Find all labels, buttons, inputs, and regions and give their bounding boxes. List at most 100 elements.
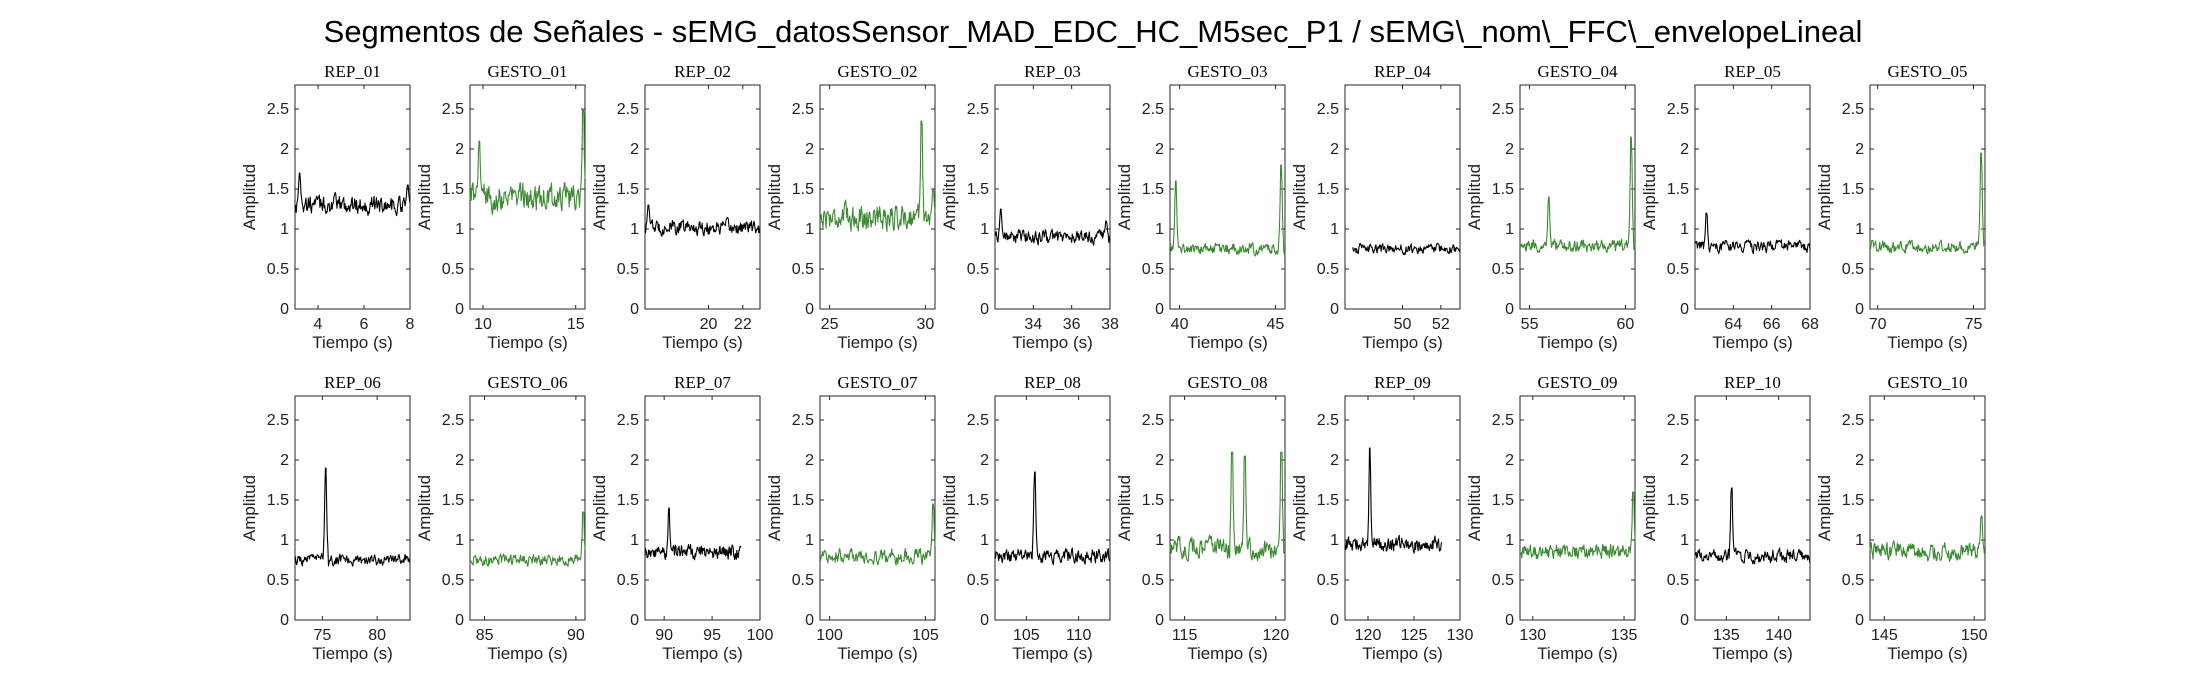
y-tick-label: 1.5 <box>1492 492 1514 509</box>
axes-frame <box>1169 395 1286 621</box>
axes-frame <box>1694 395 1811 621</box>
x-axis-label: Tiempo (s) <box>1187 644 1268 663</box>
signal-trace <box>1519 491 1636 560</box>
y-tick-label: 1.5 <box>1667 181 1689 198</box>
x-tick-label: 25 <box>821 316 839 333</box>
y-axis-label: Amplitud <box>765 164 784 230</box>
y-tick-label: 0 <box>1505 612 1514 629</box>
y-tick-label: 2 <box>1680 141 1689 158</box>
axes-frame <box>644 84 761 310</box>
y-axis-label: Amplitud <box>1290 164 1309 230</box>
y-tick-label: 0.5 <box>792 261 814 278</box>
y-tick-label: 2.5 <box>442 412 464 429</box>
y-tick-label: 2 <box>1155 141 1164 158</box>
y-tick-label: 1.5 <box>967 181 989 198</box>
x-axis-label: Tiempo (s) <box>1187 333 1268 352</box>
y-tick-label: 1 <box>1680 532 1689 549</box>
signal-trace <box>644 204 761 237</box>
subplot-title: REP_05 <box>1724 62 1781 81</box>
y-tick-label: 0.5 <box>1842 261 1864 278</box>
y-tick-label: 0 <box>1855 301 1864 318</box>
y-tick-label: 1 <box>1855 221 1864 238</box>
y-tick-label: 1 <box>980 532 989 549</box>
y-axis-label: Amplitud <box>590 475 609 541</box>
x-tick-label: 130 <box>1447 627 1474 644</box>
subplot-title: REP_07 <box>674 373 731 392</box>
y-tick-label: 1 <box>1855 532 1864 549</box>
x-tick-label: 36 <box>1063 316 1081 333</box>
y-axis-label: Amplitud <box>1290 475 1309 541</box>
y-axis-label: Amplitud <box>1465 164 1484 230</box>
y-tick-label: 0.5 <box>1142 261 1164 278</box>
y-tick-label: 1 <box>455 532 464 549</box>
y-axis-label: Amplitud <box>1115 164 1134 230</box>
y-tick-label: 2 <box>280 452 289 469</box>
y-tick-label: 2.5 <box>792 101 814 118</box>
y-tick-label: 1.5 <box>1492 181 1514 198</box>
y-tick-label: 2 <box>1155 452 1164 469</box>
x-axis-label: Tiempo (s) <box>487 333 568 352</box>
y-tick-label: 1 <box>805 221 814 238</box>
y-axis-label: Amplitud <box>1815 475 1834 541</box>
x-tick-label: 34 <box>1024 316 1042 333</box>
y-tick-label: 1.5 <box>792 181 814 198</box>
x-tick-label: 120 <box>1355 627 1382 644</box>
subplot-title: GESTO_10 <box>1888 373 1968 392</box>
y-tick-label: 2 <box>1855 452 1864 469</box>
y-tick-label: 0.5 <box>1667 572 1689 589</box>
y-tick-label: 2 <box>455 452 464 469</box>
x-tick-label: 115 <box>1172 627 1198 644</box>
x-axis-label: Tiempo (s) <box>837 333 918 352</box>
x-tick-label: 150 <box>1961 627 1988 644</box>
subplot-title: GESTO_04 <box>1538 62 1618 81</box>
signal-trace <box>1694 212 1811 255</box>
subplot-title: GESTO_07 <box>838 373 918 392</box>
subplot-title: GESTO_06 <box>488 373 568 392</box>
x-tick-label: 95 <box>703 627 721 644</box>
y-tick-label: 2 <box>1680 452 1689 469</box>
y-tick-label: 1.5 <box>442 181 464 198</box>
y-tick-label: 1 <box>1680 221 1689 238</box>
subplot-title: REP_06 <box>324 373 381 392</box>
signal-trace <box>644 507 742 561</box>
x-axis-label: Tiempo (s) <box>1362 644 1443 663</box>
subplot-title: REP_08 <box>1024 373 1081 392</box>
y-tick-label: 1.5 <box>617 492 639 509</box>
x-tick-label: 45 <box>1267 316 1285 333</box>
y-tick-label: 0 <box>805 612 814 629</box>
signal-trace <box>1344 447 1443 554</box>
x-tick-label: 100 <box>747 627 774 644</box>
y-tick-label: 2.5 <box>267 101 289 118</box>
x-tick-label: 70 <box>1869 316 1887 333</box>
x-tick-label: 64 <box>1724 316 1742 333</box>
x-axis-label: Tiempo (s) <box>662 333 743 352</box>
x-tick-label: 68 <box>1801 316 1819 333</box>
signal-trace <box>1869 515 1986 562</box>
y-tick-label: 0.5 <box>1842 572 1864 589</box>
y-tick-label: 2.5 <box>1492 412 1514 429</box>
signal-trace <box>1519 136 1636 254</box>
x-tick-label: 105 <box>1013 627 1040 644</box>
y-tick-label: 0 <box>1505 301 1514 318</box>
y-tick-label: 0.5 <box>442 261 464 278</box>
y-tick-label: 0.5 <box>967 572 989 589</box>
x-tick-label: 145 <box>1871 627 1898 644</box>
x-tick-label: 135 <box>1713 627 1740 644</box>
y-tick-label: 2.5 <box>1317 412 1339 429</box>
y-tick-label: 2.5 <box>1842 412 1864 429</box>
y-tick-label: 2.5 <box>1667 412 1689 429</box>
y-tick-label: 0 <box>280 612 289 629</box>
signal-trace <box>294 467 411 567</box>
y-tick-label: 1.5 <box>617 181 639 198</box>
subplot-title: REP_02 <box>674 62 731 81</box>
axes-frame <box>294 84 411 310</box>
y-axis-label: Amplitud <box>1640 475 1659 541</box>
